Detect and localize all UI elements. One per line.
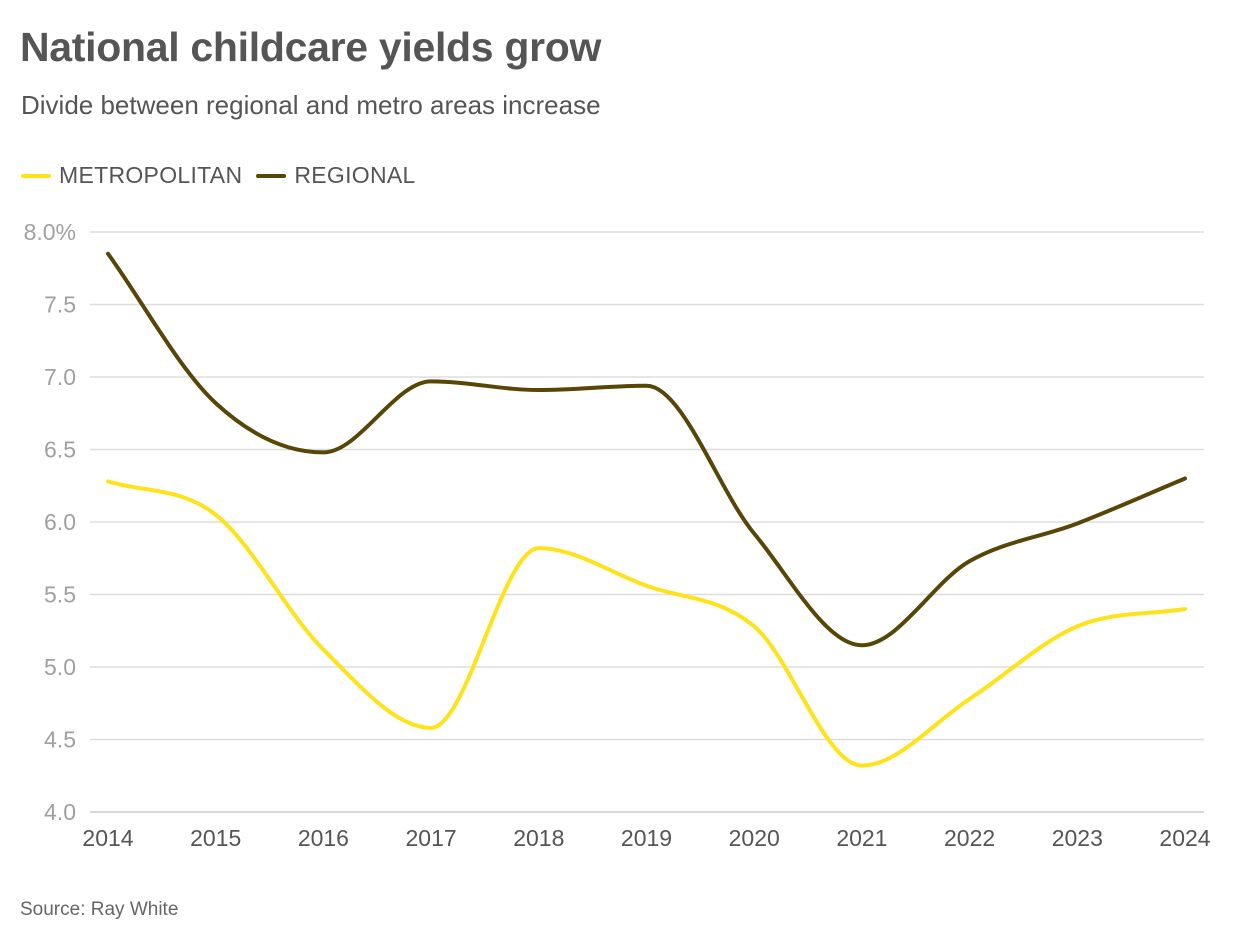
data-point-metropolitan	[321, 648, 325, 652]
legend-item-regional: REGIONAL	[256, 162, 415, 189]
data-point-metropolitan	[1183, 607, 1187, 611]
data-point-regional	[429, 379, 433, 383]
legend: METROPOLITAN REGIONAL	[21, 162, 430, 189]
legend-item-metropolitan: METROPOLITAN	[21, 162, 242, 189]
source-note: Source: Ray White	[20, 899, 179, 920]
data-point-regional	[1075, 521, 1079, 525]
data-point-metropolitan	[968, 697, 972, 701]
legend-swatch-metropolitan	[21, 173, 51, 178]
y-tick-label: 4.5	[44, 727, 76, 753]
data-point-regional	[645, 384, 649, 388]
y-tick-label: 5.0	[44, 654, 76, 680]
legend-swatch-regional	[256, 173, 287, 178]
data-point-metropolitan	[1075, 624, 1079, 628]
y-tick-label: 4.0	[44, 799, 76, 825]
data-point-regional	[321, 450, 325, 454]
y-tick-label: 6.0	[44, 509, 76, 535]
data-point-regional	[106, 252, 110, 256]
data-point-regional	[537, 388, 541, 392]
x-tick-label: 2021	[836, 825, 887, 851]
x-tick-label: 2015	[190, 825, 241, 851]
data-point-regional	[860, 643, 864, 647]
x-tick-label: 2018	[513, 825, 564, 851]
y-tick-label: 7.5	[44, 292, 76, 318]
x-tick-label: 2019	[621, 825, 672, 851]
legend-label-regional: REGIONAL	[294, 162, 416, 188]
x-tick-label: 2024	[1159, 825, 1210, 851]
y-tick-label: 6.5	[44, 437, 76, 463]
chart-subtitle: Divide between regional and metro areas …	[21, 90, 601, 120]
x-tick-label: 2023	[1052, 825, 1103, 851]
y-tick-label: 7.0	[44, 364, 76, 390]
data-point-metropolitan	[214, 513, 218, 517]
x-tick-label: 2014	[82, 825, 133, 851]
data-point-metropolitan	[537, 546, 541, 550]
data-point-metropolitan	[106, 479, 110, 483]
data-point-regional	[214, 401, 218, 405]
y-tick-label: 8.0%	[24, 219, 76, 245]
legend-label-metropolitan: METROPOLITAN	[59, 162, 243, 188]
data-point-regional	[752, 532, 756, 536]
data-point-metropolitan	[645, 584, 649, 588]
chart-title: National childcare yields grow	[20, 24, 602, 70]
y-tick-label: 5.5	[44, 582, 76, 608]
data-point-metropolitan	[860, 764, 864, 768]
data-point-regional	[968, 559, 972, 563]
data-point-metropolitan	[752, 624, 756, 628]
data-point-regional	[1183, 477, 1187, 481]
x-tick-label: 2017	[406, 825, 457, 851]
x-tick-label: 2022	[944, 825, 995, 851]
series-line-metropolitan	[106, 479, 1187, 768]
series-line-regional	[106, 251, 1187, 648]
data-point-metropolitan	[429, 726, 433, 730]
x-tick-label: 2020	[729, 825, 780, 851]
x-tick-label: 2016	[298, 825, 349, 851]
